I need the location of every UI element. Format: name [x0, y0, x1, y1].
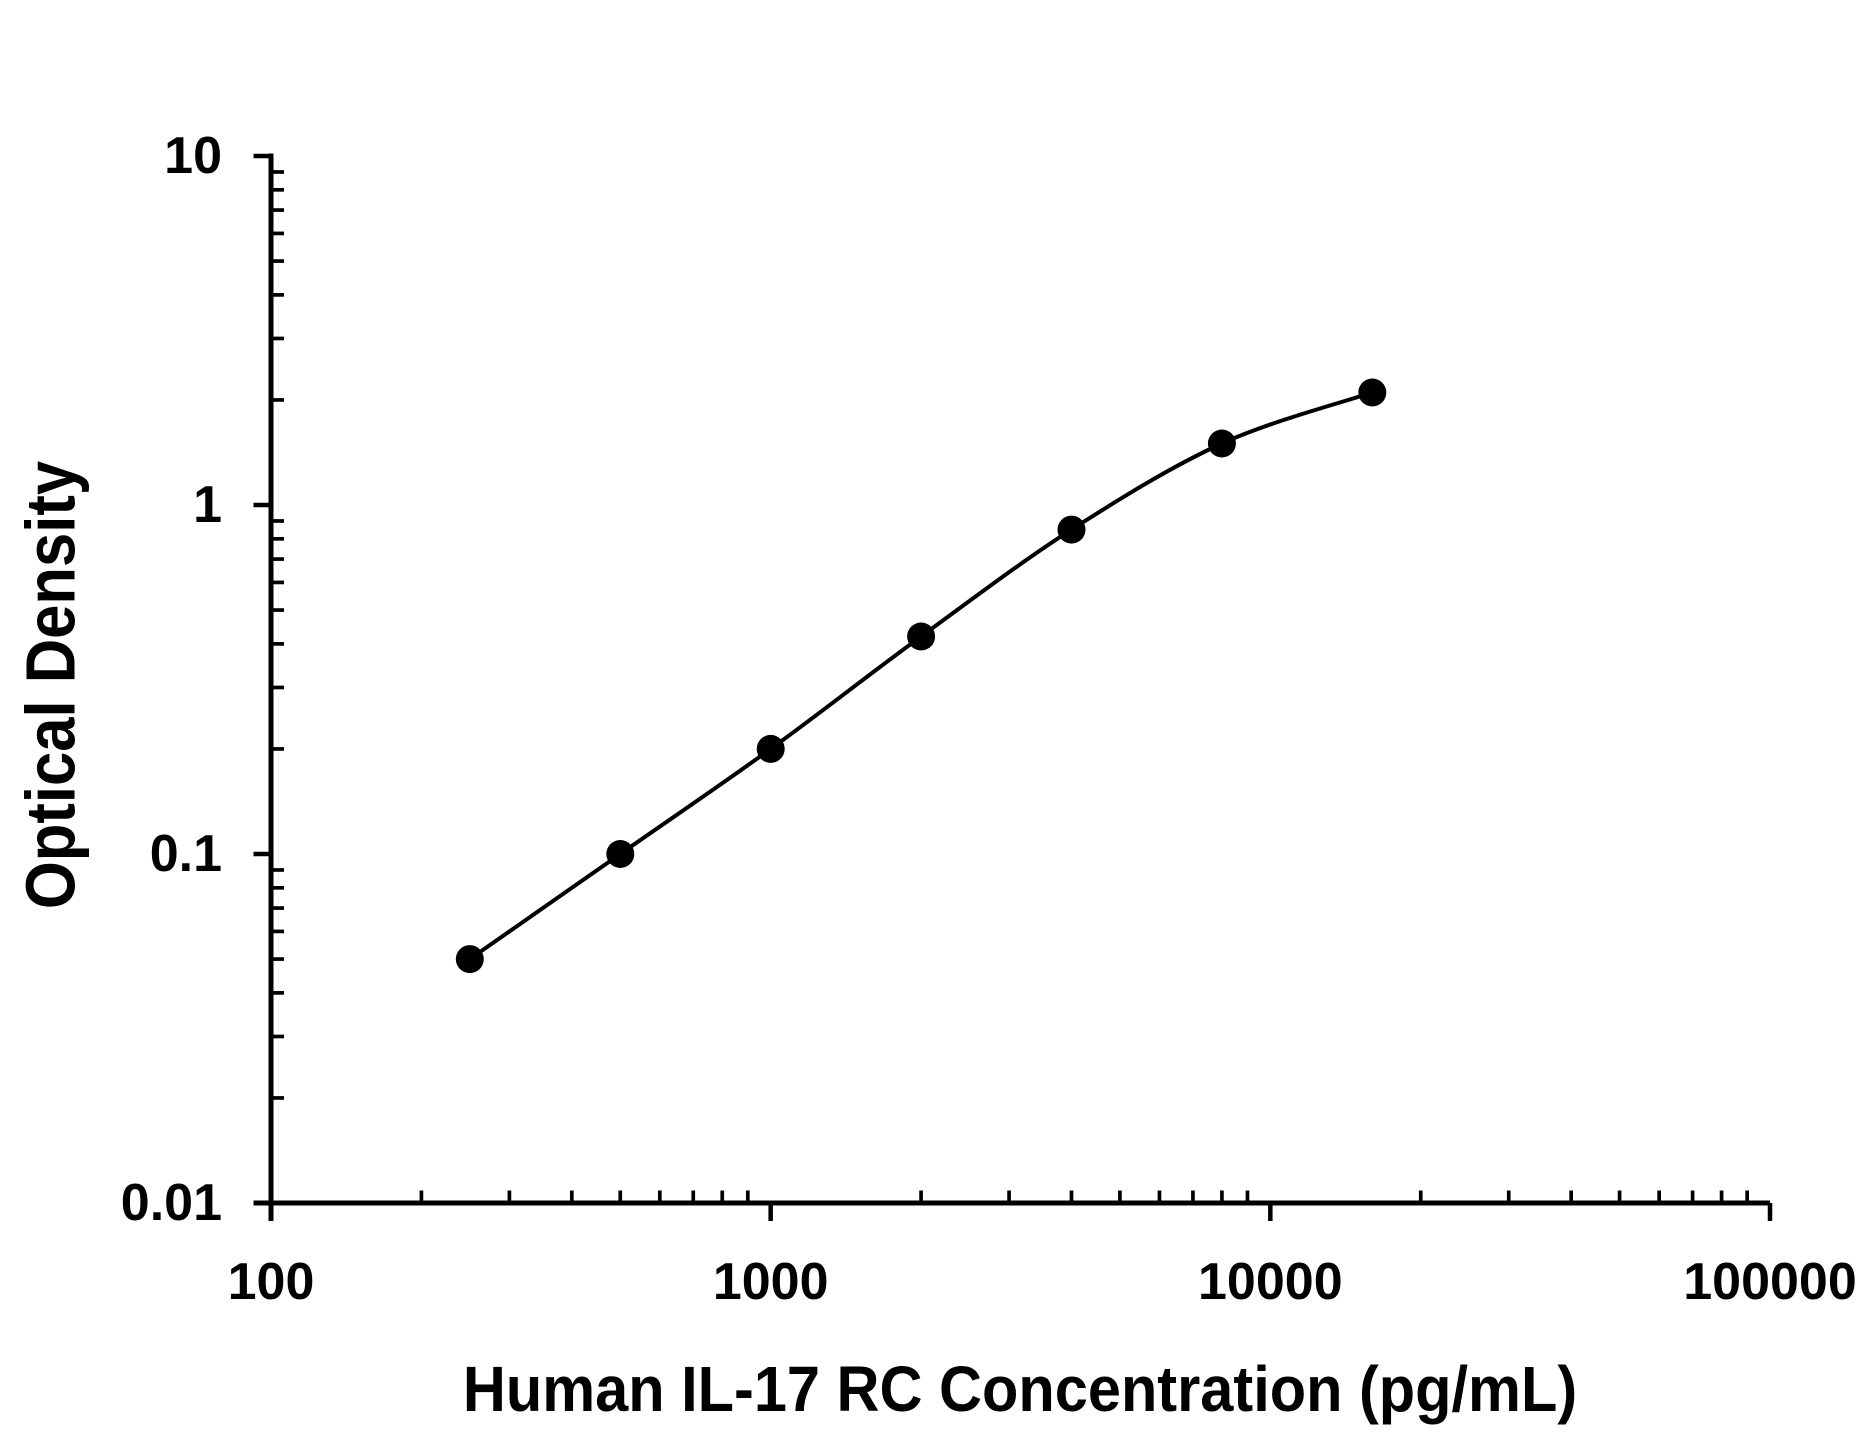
- y-tick-label: 1: [193, 476, 222, 534]
- data-point: [907, 622, 936, 651]
- data-point: [455, 945, 484, 974]
- data-point: [1358, 378, 1387, 407]
- tick-labels-layer: 100 1000 10000 100000 0.01 0.1 1 10: [121, 127, 1857, 1311]
- axes-layer: [253, 153, 1770, 1221]
- x-axis-title: Human IL-17 RC Concentration (pg/mL): [463, 1354, 1577, 1425]
- x-tick-label: 100: [228, 1253, 315, 1311]
- data-point: [1207, 429, 1236, 458]
- x-tick-label: 1000: [713, 1253, 829, 1311]
- y-tick-label: 10: [164, 127, 222, 185]
- x-tick-label: 10000: [1198, 1253, 1343, 1311]
- data-point: [1057, 515, 1086, 544]
- series-layer: [455, 378, 1387, 974]
- y-tick-label: 0.01: [121, 1174, 222, 1232]
- y-axis-title: Optical Density: [11, 461, 90, 910]
- ticks-layer: [253, 153, 1773, 1221]
- y-tick-label: 0.1: [150, 825, 222, 883]
- data-point: [606, 840, 635, 868]
- standard-curve-line: [468, 390, 1373, 961]
- data-point: [756, 734, 785, 763]
- x-tick-label: 100000: [1683, 1253, 1857, 1311]
